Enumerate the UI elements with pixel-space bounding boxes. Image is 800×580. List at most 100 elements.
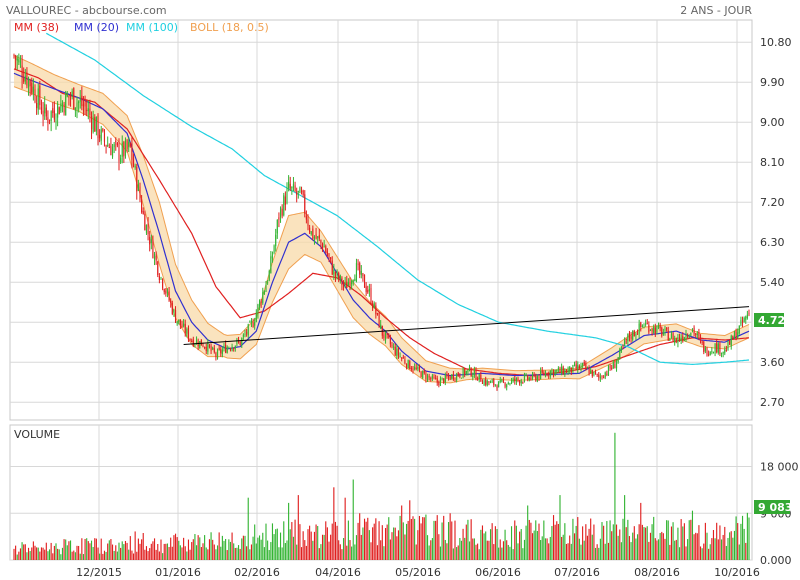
candle-body xyxy=(515,377,517,382)
volume-bar xyxy=(699,546,702,560)
volume-bar xyxy=(546,538,548,560)
candle-body xyxy=(465,371,467,375)
volume-bar xyxy=(420,523,422,560)
price-tick-label: 10.80 xyxy=(760,36,792,49)
volume-bar xyxy=(304,540,306,560)
volume-bar xyxy=(231,532,233,560)
volume-bar xyxy=(34,545,36,560)
volume-bar xyxy=(486,540,488,560)
candle-body xyxy=(636,333,639,335)
volume-bar xyxy=(174,533,177,560)
volume-bar xyxy=(262,532,264,560)
volume-bar xyxy=(300,547,303,560)
candle-body xyxy=(34,89,36,103)
candle-body xyxy=(376,313,379,315)
candle-body xyxy=(78,101,80,104)
candle-body xyxy=(606,373,608,375)
candle-body xyxy=(646,323,648,325)
candle-body xyxy=(42,110,44,117)
volume-bar xyxy=(255,543,257,560)
volume-bar xyxy=(363,518,366,560)
volume-bar xyxy=(748,517,750,560)
candle-body xyxy=(321,243,324,250)
volume-bar xyxy=(612,524,614,560)
candle-body xyxy=(281,208,283,216)
candle-body xyxy=(519,380,521,384)
candle-body xyxy=(65,92,67,116)
candle-body xyxy=(585,363,587,369)
volume-bar xyxy=(362,527,364,560)
volume-bar xyxy=(491,523,493,560)
volume-bar xyxy=(326,527,328,560)
volume-bar xyxy=(507,544,509,560)
volume-bar xyxy=(433,520,435,560)
price-tick-label: 3.60 xyxy=(760,356,785,369)
candle-body xyxy=(183,323,185,327)
volume-bar xyxy=(200,547,202,560)
candle-body xyxy=(435,377,437,379)
volume-bar xyxy=(108,540,110,560)
candle-body xyxy=(738,325,740,334)
candle-body xyxy=(712,352,715,354)
candle-body xyxy=(541,370,543,373)
volume-bar xyxy=(737,523,739,560)
volume-bar xyxy=(19,548,22,560)
candle-body xyxy=(412,368,414,371)
volume-bar xyxy=(168,547,170,560)
candle-body xyxy=(457,372,459,376)
candle-body xyxy=(323,246,325,248)
volume-bar xyxy=(528,519,530,560)
volume-bar xyxy=(212,539,214,560)
candle-body xyxy=(404,359,406,364)
volume-bar xyxy=(460,540,463,560)
volume-bar xyxy=(367,517,369,560)
candle-body xyxy=(139,186,141,200)
volume-bar xyxy=(42,547,44,560)
volume-bar xyxy=(467,519,469,560)
volume-bar xyxy=(376,545,379,560)
volume-bar xyxy=(355,535,358,560)
candle-body xyxy=(496,385,498,389)
volume-bar xyxy=(197,535,199,560)
candle-body xyxy=(612,362,614,369)
volume-bar xyxy=(561,536,563,560)
candle-body xyxy=(468,366,471,371)
candle-body xyxy=(171,302,173,314)
volume-bar xyxy=(402,522,404,560)
candle-body xyxy=(19,61,22,63)
candle-body xyxy=(632,330,634,340)
period-label: 2 ANS - JOUR xyxy=(680,4,752,17)
volume-bar xyxy=(244,535,246,560)
candle-body xyxy=(486,380,488,386)
volume-bar xyxy=(58,549,60,560)
volume-bar xyxy=(50,542,52,560)
candle-body xyxy=(420,371,422,378)
candle-body xyxy=(338,272,340,280)
volume-bar xyxy=(279,532,282,560)
volume-bar xyxy=(443,515,445,560)
candle-body xyxy=(628,332,631,338)
candle-body xyxy=(664,328,666,332)
volume-bar xyxy=(166,543,169,560)
candle-body xyxy=(102,128,104,131)
volume-bar xyxy=(220,546,222,560)
candle-body xyxy=(716,343,718,353)
volume-bar xyxy=(428,545,430,560)
volume-bar xyxy=(120,547,122,560)
candle-body xyxy=(131,143,133,160)
volume-bar xyxy=(126,542,128,560)
price-tick-label: 2.70 xyxy=(760,396,785,409)
volume-bar xyxy=(593,524,595,560)
candle-body xyxy=(45,107,47,117)
volume-bar xyxy=(569,535,571,560)
volume-bar xyxy=(313,531,316,560)
candle-body xyxy=(691,328,694,331)
candle-body xyxy=(467,369,469,373)
volume-bar xyxy=(530,522,532,560)
volume-bar xyxy=(291,522,293,560)
volume-bar xyxy=(622,518,624,560)
candle-body xyxy=(460,377,463,379)
volume-bar xyxy=(690,519,692,560)
candle-body xyxy=(262,292,264,303)
volume-bar xyxy=(659,533,661,560)
